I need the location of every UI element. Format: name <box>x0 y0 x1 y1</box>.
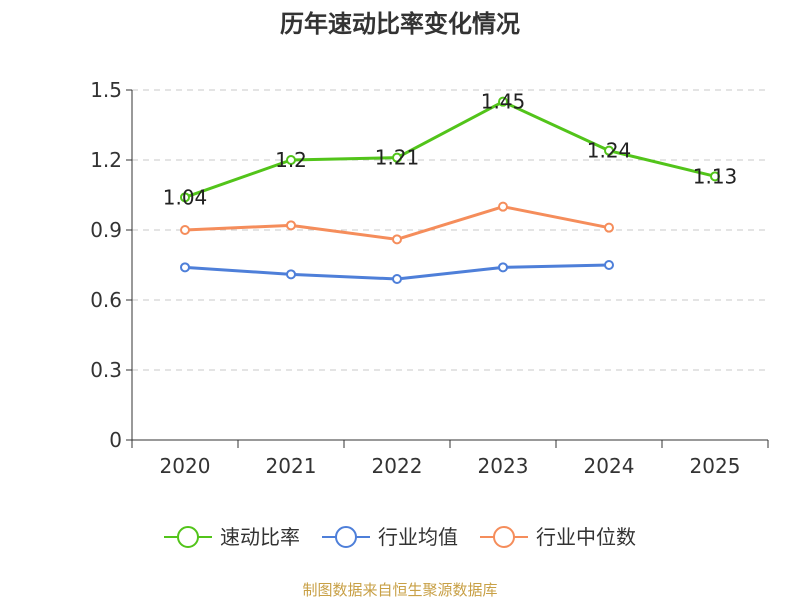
data-point[interactable] <box>604 145 614 156</box>
legend-marker <box>335 526 357 548</box>
data-point[interactable] <box>710 171 720 182</box>
x-tick-label: 2021 <box>266 454 317 478</box>
y-tick-label: 1.2 <box>90 148 122 172</box>
y-tick-label: 0 <box>109 428 122 452</box>
data-point[interactable] <box>286 155 296 165</box>
series-line <box>183 100 717 199</box>
data-point[interactable] <box>286 269 296 280</box>
x-tick-label: 2022 <box>372 454 423 478</box>
data-label: 1.13 <box>693 164 738 188</box>
data-point[interactable] <box>498 201 508 212</box>
data-label: 1.24 <box>587 139 632 163</box>
data-point[interactable] <box>392 152 402 163</box>
data-point[interactable] <box>180 225 190 235</box>
data-point[interactable] <box>180 262 190 273</box>
x-tick-label: 2024 <box>584 454 635 478</box>
series-1 <box>180 96 720 203</box>
data-point[interactable] <box>392 234 402 245</box>
data-point[interactable] <box>604 260 614 270</box>
legend-marker <box>493 526 515 548</box>
y-tick-label: 0.9 <box>90 218 122 242</box>
data-point[interactable] <box>604 222 614 233</box>
legend[interactable]: 速动比率 行业均值 行业中位数 <box>164 525 636 549</box>
chart-title: 历年速动比率变化情况 <box>280 10 520 38</box>
axes: 0 0.3 0.6 0.9 1.2 1.5 2020 2021 2022 2023 2024 2025 <box>90 78 769 478</box>
grid-lines <box>132 89 768 371</box>
data-point[interactable] <box>180 192 190 203</box>
data-point[interactable] <box>286 220 296 231</box>
data-point[interactable] <box>392 274 402 284</box>
data-label: 1.2 <box>275 148 307 172</box>
legend-label: 速动比率 <box>220 525 300 549</box>
source-note: 制图数据来自恒生聚源数据库 <box>302 581 497 599</box>
legend-item[interactable]: 速动比率 <box>164 525 300 549</box>
legend-label: 行业均值 <box>378 525 458 549</box>
data-labels: 1.04 1.2 1.21 1.45 1.24 1.13 <box>163 90 738 210</box>
legend-label: 行业中位数 <box>536 525 636 549</box>
series-group <box>180 96 720 284</box>
legend-item[interactable]: 行业中位数 <box>480 525 636 549</box>
series-3 <box>180 201 614 245</box>
y-tick-label: 0.3 <box>90 358 122 382</box>
x-tick-label: 2020 <box>160 454 211 478</box>
series-2 <box>180 260 614 284</box>
data-label: 1.04 <box>163 185 208 209</box>
y-tick-label: 1.5 <box>90 78 122 102</box>
legend-marker <box>177 526 199 548</box>
x-tick-label: 2025 <box>690 454 741 478</box>
data-label: 1.21 <box>375 146 420 170</box>
legend-item[interactable]: 行业均值 <box>322 525 458 549</box>
y-tick-label: 0.6 <box>90 288 122 312</box>
data-point[interactable] <box>498 96 508 107</box>
data-label: 1.45 <box>481 90 526 114</box>
data-point[interactable] <box>498 262 508 273</box>
x-tick-label: 2023 <box>478 454 529 478</box>
